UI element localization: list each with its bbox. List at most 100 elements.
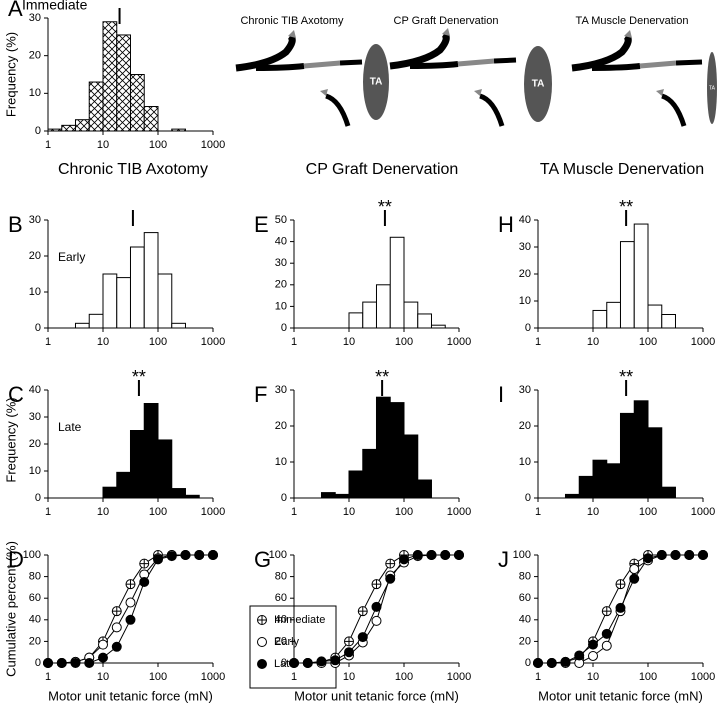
column-title: CP Graft Denervation [306,161,459,178]
marker [601,640,612,651]
point [533,658,543,668]
bar [74,119,90,132]
x-tick-label: 100 [395,336,413,348]
x-tick-label: 100 [639,506,657,518]
series-line [48,554,213,664]
x-tick-label: 1 [535,336,541,348]
diagram: TA Muscle Denervation TA [571,15,717,127]
point [344,647,354,658]
annotation: ** [132,367,146,387]
bar [403,434,419,499]
bar [592,459,608,499]
point [357,606,368,617]
y-tick-label: 0 [525,322,531,334]
x-tick-label: 10 [343,671,355,683]
x-tick-label: 1000 [447,506,471,518]
marker [111,641,122,652]
x-tick-label: 1 [535,671,541,683]
marker [588,639,598,650]
x-tick-label: 1 [45,336,51,348]
point [426,550,437,560]
bar [661,314,676,329]
x-tick-label: 1000 [201,506,225,518]
bar [143,232,159,329]
y-tick-label: 30 [275,257,287,269]
marker [684,550,695,560]
y-tick-label: 60 [29,592,41,604]
marker [643,553,653,564]
y-axis-label: Frequency (%) [3,397,18,482]
marker [125,597,136,608]
point [601,628,612,639]
point [84,658,95,668]
bar [129,246,145,329]
y-tick-label: 20 [29,635,41,647]
y-tick-label: 60 [275,592,287,604]
bar [129,430,145,499]
marker [371,615,382,626]
bar [578,475,594,499]
y-tick-label: 30 [275,384,287,396]
marker [125,614,136,625]
x-tick-label: 100 [149,671,167,683]
y-tick-label: 20 [29,438,41,450]
y-tick-label: 20 [275,635,287,647]
diagram: Chronic TIB Axotomy TA [235,15,389,127]
point [125,614,136,625]
marker [70,658,81,668]
bar [647,427,663,499]
point [302,658,313,668]
point [139,558,150,569]
panel-letter: E [254,212,269,237]
y-tick-label: 0 [35,657,41,669]
bar [171,322,186,329]
y-tick-label: 0 [525,657,531,669]
y-tick-label: 30 [29,411,41,423]
point [385,573,396,584]
x-tick-label: 100 [149,506,167,518]
bar [389,236,405,329]
x-tick-label: 1 [45,139,51,151]
y-tick-label: 20 [29,50,41,62]
point [208,550,218,560]
arrow [624,30,632,38]
marker [316,656,327,667]
point [454,550,464,560]
y-axis-label: Frequency (%) [3,32,18,117]
x-tick-label: 10 [97,139,109,151]
bar [102,486,118,499]
diagram-title: TA Muscle Denervation [576,15,689,27]
bar [47,128,63,132]
bar [633,223,649,329]
x-tick-label: 100 [149,336,167,348]
point [440,550,451,560]
muscle [707,52,717,124]
nerve-stump [661,93,687,127]
x-tick-label: 1 [291,671,297,683]
bar [334,493,350,499]
bar [430,324,446,329]
y-tick-label: 0 [281,322,287,334]
point [43,658,53,668]
point [98,639,108,650]
legend-label: Early [274,636,300,648]
x-tick-label: 1 [291,336,297,348]
bar [102,273,118,329]
bar [375,284,391,329]
marker [289,658,299,668]
arrow [474,89,482,96]
x-tick-label: 1000 [447,336,471,348]
bar [362,301,377,329]
point [357,632,368,643]
x-tick-label: 100 [395,506,413,518]
bar [403,301,419,329]
point [166,551,177,562]
panel-label: Early [58,250,85,264]
bar [647,304,663,329]
bar [116,277,131,329]
y-tick-label: 20 [275,420,287,432]
x-tick-label: 100 [639,671,657,683]
x-tick-label: 100 [395,671,413,683]
marker [629,573,640,584]
